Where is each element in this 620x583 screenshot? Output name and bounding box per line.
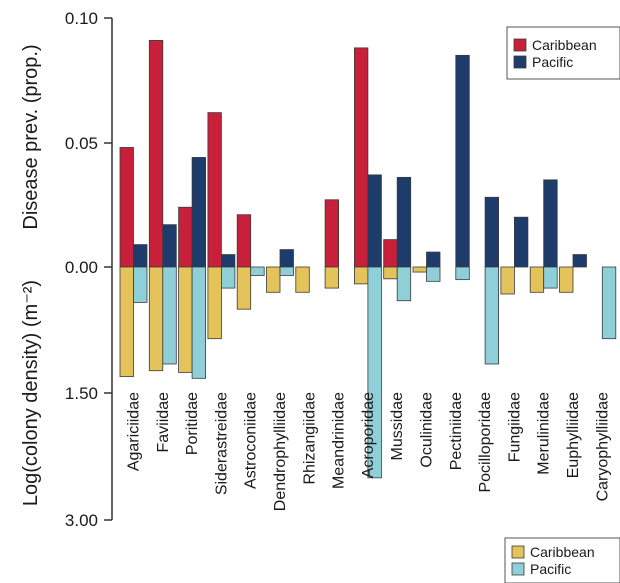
category-labels: Agariciidae Faviidae Poritidae Siderastreid… (126, 392, 612, 511)
legend-swatch-caribbean-top (513, 38, 527, 52)
bar-density-pacific-poritidae (191, 266, 207, 379)
bar-density-caribbean-astroconiidae (236, 266, 252, 310)
category-label-siderastreidae: Siderastreidae (213, 392, 230, 495)
bar-prevalence-caribbean-agariciidae (119, 147, 134, 268)
category-label-euphylliidae: Euphylliidae (565, 392, 582, 478)
category-label-poritidae: Poritidae (184, 392, 201, 455)
category-label-merulinidae: Merulinidae (536, 392, 553, 475)
bar-density-caribbean-agariciidae (119, 266, 134, 378)
bar-density-pacific-agariciidae (133, 266, 148, 303)
bar-prevalence-caribbean-mussidae (383, 239, 398, 268)
bar-density-pacific-acroporidae (367, 266, 382, 479)
bar-prevalence-pacific-fungiidae (514, 216, 529, 268)
top-panel-bars (119, 40, 587, 268)
bar-density-pacific-merulinidae (543, 266, 558, 289)
bar-density-pacific-dendrophylliidae (279, 266, 294, 276)
bar-density-caribbean-euphylliidae (559, 266, 574, 293)
bar-density-pacific-faviidae (162, 266, 177, 365)
bar-prevalence-pacific-faviidae (162, 224, 177, 268)
tick-label-bottom-1: 1.50 (65, 384, 98, 403)
category-label-meandrinidae: Meandrinidae (331, 392, 348, 489)
bar-prevalence-pacific-mussidae (396, 176, 412, 268)
bar-density-caribbean-meandrinidae (324, 266, 340, 289)
bar-density-caribbean-mussidae (383, 266, 398, 280)
bar-density-caribbean-siderastreidae (207, 266, 222, 340)
bar-prevalence-pacific-euphylliidae (572, 254, 587, 268)
legend-label-caribbean-top: Caribbean (532, 37, 597, 53)
legend-bottom-frame (504, 537, 620, 583)
legend-label-pacific-bottom: Pacific (530, 561, 571, 577)
legend-swatch-caribbean-bottom (511, 545, 525, 559)
bar-density-pacific-astroconiidae (250, 266, 265, 276)
bar-prevalence-pacific-pectiniidae (455, 54, 470, 268)
bar-prevalence-caribbean-acroporidae (353, 47, 369, 268)
legend-label-pacific-top: Pacific (532, 54, 573, 70)
category-label-faviidae: Faviidae (155, 392, 172, 453)
bottom-panel-bars (119, 266, 617, 479)
y-axis-title-bottom: Log(colony density) (m⁻²) (20, 280, 42, 506)
legend-bottom: Caribbean Pacific (504, 537, 620, 583)
y-axis-title-top: Disease prev. (prop.) (20, 44, 42, 229)
bar-density-caribbean-poritidae (178, 266, 193, 373)
bar-prevalence-caribbean-astroconiidae (236, 214, 252, 268)
category-label-astroconiidae: Astroconiidae (243, 392, 260, 489)
category-label-pectiniidae: Pectiniidae (448, 392, 465, 470)
legend-swatch-pacific-bottom (511, 562, 525, 576)
legend-label-caribbean-bottom: Caribbean (530, 544, 595, 560)
bar-prevalence-pacific-poritidae (191, 157, 207, 268)
bar-density-caribbean-acroporidae (353, 266, 369, 285)
bar-density-caribbean-faviidae (148, 266, 164, 372)
bar-prevalence-caribbean-meandrinidae (324, 199, 340, 268)
bar-density-pacific-oculinidae (426, 266, 441, 282)
bar-density-pacific-pectiniidae (455, 266, 470, 281)
tick-label-top-0: 0.10 (65, 9, 98, 28)
bar-density-pacific-caryophylliidae (601, 266, 617, 340)
category-label-rhizangiidae: Rhizangiidae (301, 392, 318, 485)
bar-prevalence-caribbean-poritidae (178, 206, 193, 268)
bar-density-pacific-siderastreidae (220, 266, 236, 289)
category-label-mussidae: Mussidae (389, 392, 406, 461)
tick-label-bottom-2: 3.00 (65, 511, 98, 530)
bar-prevalence-pacific-merulinidae (543, 179, 558, 268)
bar-prevalence-pacific-oculinidae (426, 251, 441, 268)
bar-prevalence-pacific-siderastreidae (220, 254, 236, 268)
legend-top: Caribbean Pacific (506, 26, 620, 80)
bar-density-pacific-pocilloporidae (484, 266, 500, 365)
category-label-caryophylliidae: Caryophylliidae (594, 392, 611, 501)
legend-swatch-pacific-top (513, 55, 527, 69)
bar-density-pacific-mussidae (396, 266, 412, 302)
bar-prevalence-pacific-agariciidae (133, 244, 148, 268)
bar-density-caribbean-fungiidae (500, 266, 515, 295)
category-label-agariciidae: Agariciidae (126, 392, 143, 471)
bar-density-caribbean-rhizangiidae (295, 266, 310, 293)
category-label-dendrophylliidae: Dendrophylliidae (272, 392, 289, 511)
bar-density-caribbean-merulinidae (529, 266, 545, 293)
legend-top-frame (506, 26, 620, 80)
bar-prevalence-pacific-acroporidae (367, 174, 382, 268)
bar-density-caribbean-dendrophylliidae (266, 266, 281, 293)
bar-prevalence-pacific-dendrophylliidae (279, 249, 294, 268)
category-label-pocilloporidae: Pocilloporidae (477, 392, 494, 493)
bar-prevalence-caribbean-siderastreidae (207, 112, 222, 268)
bar-density-caribbean-oculinidae (412, 266, 427, 273)
category-label-oculinidae: Oculinidae (419, 392, 436, 468)
tick-label-zero: 0.00 (65, 258, 98, 277)
bar-prevalence-caribbean-faviidae (148, 40, 164, 268)
category-label-fungiidae: Fungiidae (506, 392, 523, 462)
bar-prevalence-pacific-pocilloporidae (484, 196, 500, 268)
category-label-acroporidae: Acroporidae (360, 392, 377, 478)
tick-label-top-1: 0.05 (65, 134, 98, 153)
